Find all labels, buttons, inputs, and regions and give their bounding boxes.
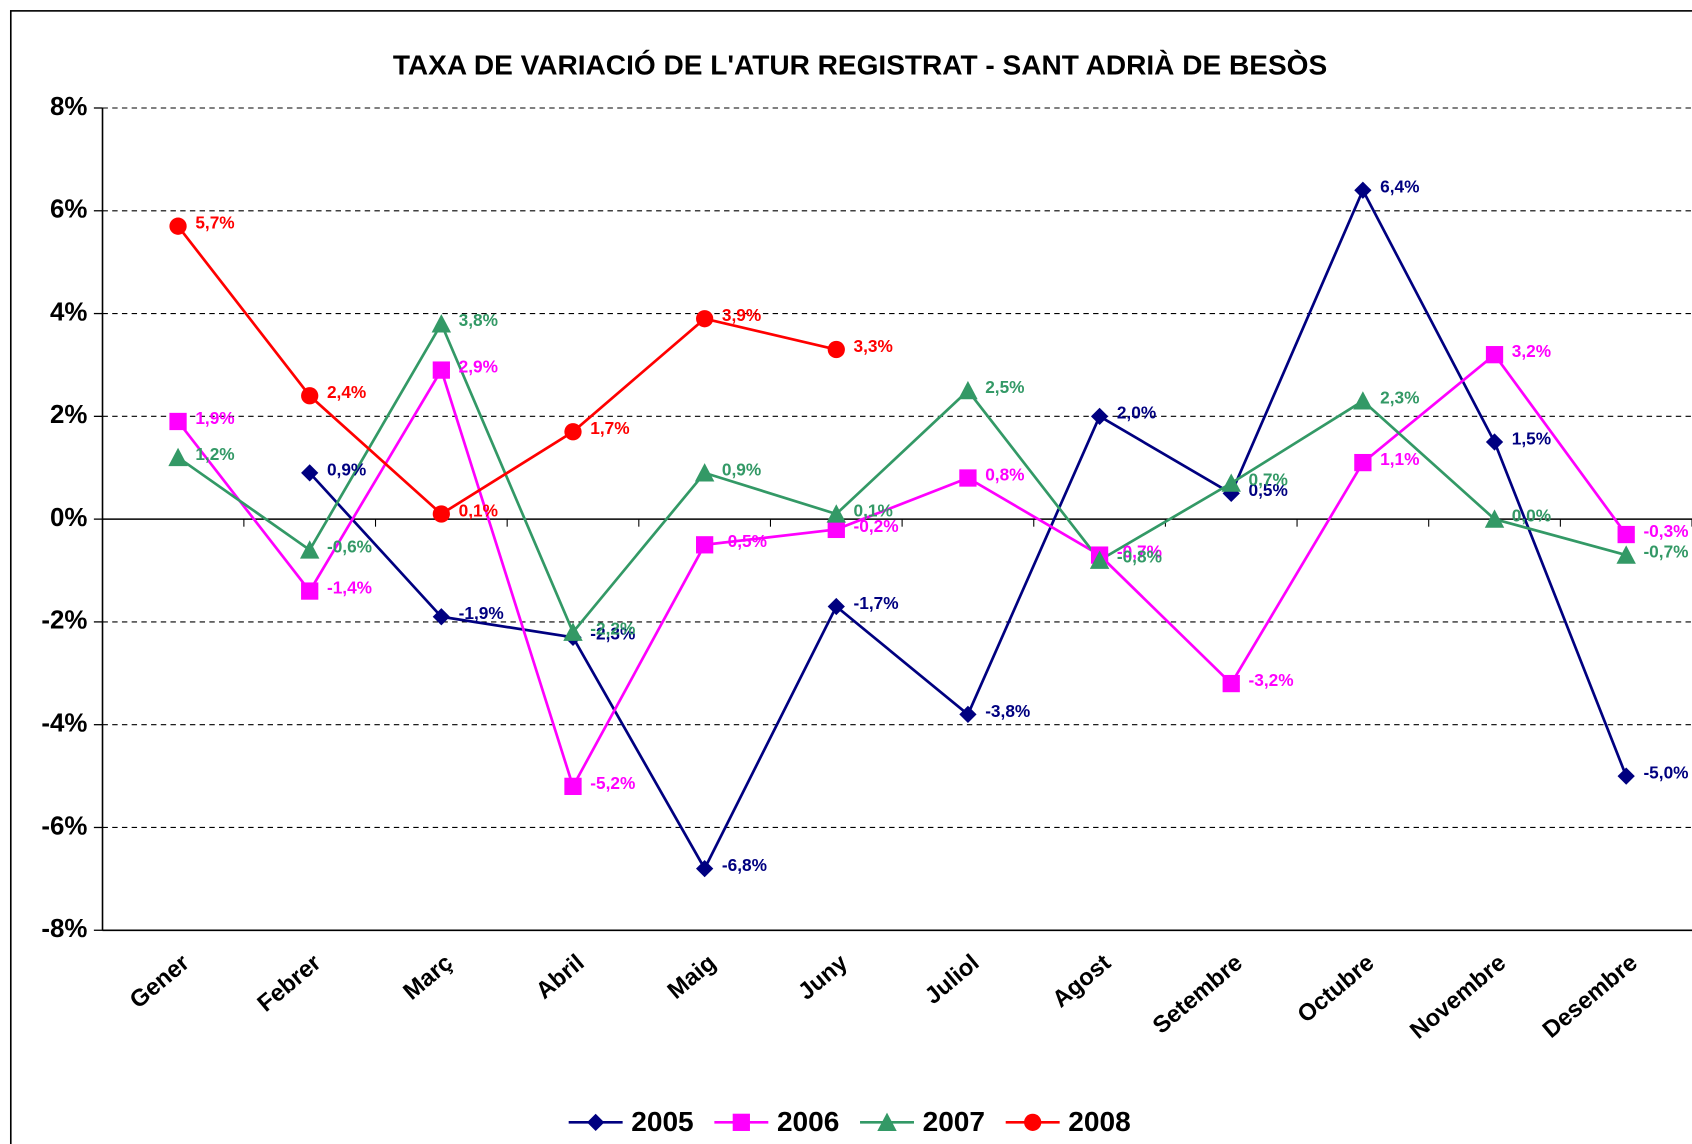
y-tick-label: -8% xyxy=(41,915,87,943)
data-point xyxy=(1089,550,1110,569)
value-label: -0,8% xyxy=(1117,547,1162,567)
data-point xyxy=(564,423,582,441)
data-point xyxy=(694,463,715,482)
value-label: 0,8% xyxy=(985,464,1024,484)
data-point xyxy=(169,217,187,235)
value-label: 1,1% xyxy=(1380,449,1419,469)
value-label: 2,3% xyxy=(1380,387,1419,407)
data-point xyxy=(827,340,845,359)
value-label: -5,2% xyxy=(590,773,635,793)
data-point xyxy=(169,412,187,431)
y-tick-label: 0% xyxy=(50,504,87,532)
value-label: 1,7% xyxy=(590,418,629,438)
data-point xyxy=(696,859,714,878)
data-point xyxy=(959,705,977,724)
value-label: -1,9% xyxy=(459,603,504,623)
data-point xyxy=(827,520,845,539)
value-label: 0,7% xyxy=(1248,470,1287,490)
value-label: 2,9% xyxy=(459,356,498,376)
value-label: -2,3% xyxy=(590,624,635,644)
legend-label: 2008 xyxy=(1068,1106,1130,1137)
legend-label: 2005 xyxy=(631,1106,693,1137)
value-label: -0,6% xyxy=(327,536,372,556)
value-label: 6,4% xyxy=(1380,177,1419,197)
y-tick-label: -2% xyxy=(41,607,87,635)
value-label: 1,5% xyxy=(1512,428,1551,448)
value-label: 2,0% xyxy=(1117,403,1156,423)
y-tick-label: 8% xyxy=(50,93,87,121)
series-line xyxy=(176,352,1628,790)
value-label: 3,3% xyxy=(854,336,893,356)
value-label: -0,3% xyxy=(1643,521,1688,541)
data-point xyxy=(431,314,452,333)
value-label: 2,4% xyxy=(327,382,366,402)
data-point xyxy=(1616,545,1636,564)
value-label: -0,2% xyxy=(854,516,899,536)
chart-title: TAXA DE VARIACIÓ DE L'ATUR REGISTRAT - S… xyxy=(393,49,1327,80)
value-label: -1,7% xyxy=(854,593,899,613)
value-label: -2,2% xyxy=(590,619,635,639)
data-point xyxy=(826,504,846,523)
data-point xyxy=(1484,509,1505,528)
data-point xyxy=(564,777,582,795)
y-tick-label: 2% xyxy=(50,401,87,429)
value-label: 1,9% xyxy=(195,408,234,428)
data-point xyxy=(563,622,583,641)
value-label: -0,7% xyxy=(1643,542,1688,562)
data-point xyxy=(299,540,320,559)
data-point xyxy=(1354,181,1372,199)
data-point xyxy=(168,447,188,467)
value-label: 0,5% xyxy=(1248,480,1287,500)
value-label: 0,9% xyxy=(722,459,761,479)
value-label: 5,7% xyxy=(195,213,234,233)
value-label: 2,5% xyxy=(985,377,1024,397)
value-label: 3,8% xyxy=(459,310,498,330)
y-tick-label: 4% xyxy=(50,298,87,326)
chart-border xyxy=(9,10,1692,1144)
value-label: -6,8% xyxy=(722,855,767,875)
data-point xyxy=(958,380,978,400)
series-line xyxy=(177,320,1627,635)
value-label: 1,2% xyxy=(195,444,234,464)
legend-marker xyxy=(732,1113,750,1131)
value-label: -0,5% xyxy=(722,531,767,551)
data-point xyxy=(827,597,845,616)
y-tick-label: -6% xyxy=(41,812,87,840)
value-label: -5,0% xyxy=(1643,762,1688,782)
series-line xyxy=(176,225,837,516)
value-label: 3,2% xyxy=(1512,341,1551,361)
data-point xyxy=(301,387,319,405)
value-label: 0,9% xyxy=(327,459,366,479)
data-point xyxy=(432,505,450,523)
legend-label: 2006 xyxy=(777,1106,839,1137)
y-tick-label: -4% xyxy=(41,710,87,738)
legend-marker xyxy=(877,1112,897,1131)
value-label: -1,4% xyxy=(327,577,372,597)
data-point xyxy=(301,582,319,600)
data-point xyxy=(301,464,319,482)
data-point xyxy=(1354,453,1372,472)
value-label: -0,7% xyxy=(1117,542,1162,562)
data-point xyxy=(1221,473,1241,492)
data-point xyxy=(1353,391,1373,410)
data-point xyxy=(696,536,714,554)
value-label: 0,1% xyxy=(459,500,498,520)
data-point xyxy=(1617,525,1635,544)
y-tick-label: 6% xyxy=(50,196,87,224)
legend-label: 2007 xyxy=(923,1106,985,1137)
data-point xyxy=(1222,674,1240,693)
data-point xyxy=(432,361,450,379)
value-label: 0,1% xyxy=(854,500,893,520)
legend-marker xyxy=(587,1113,605,1131)
value-label: 0,0% xyxy=(1512,506,1551,526)
data-point xyxy=(1485,346,1504,364)
value-label: -3,2% xyxy=(1248,670,1293,690)
data-point xyxy=(959,469,977,487)
value-label: 3,9% xyxy=(722,305,761,325)
legend-marker xyxy=(1024,1113,1042,1131)
value-label: -3,8% xyxy=(985,701,1030,721)
data-point xyxy=(696,310,714,328)
data-point xyxy=(432,608,450,626)
